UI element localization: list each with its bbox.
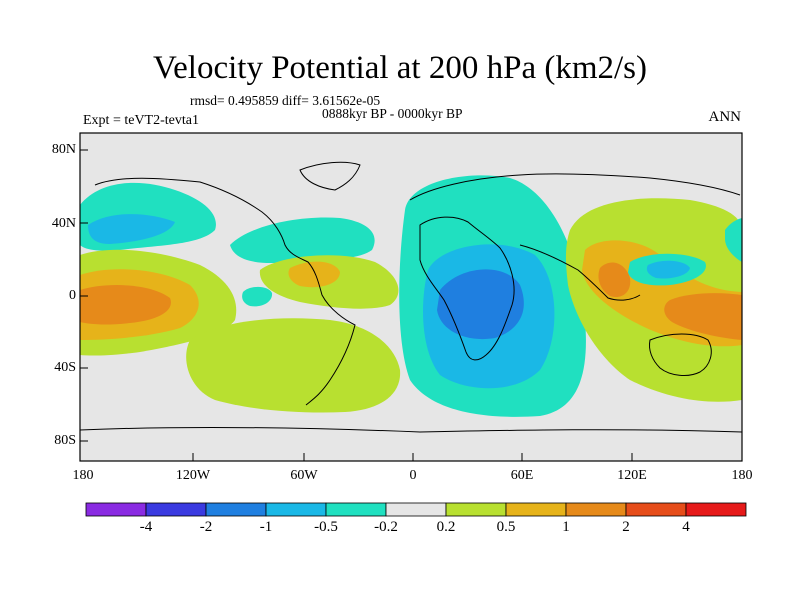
- colorbar-label: 0.2: [436, 519, 456, 535]
- contour-neg-africa-strong: [437, 269, 524, 340]
- colorbar-swatch: [265, 502, 327, 517]
- coastlines: [80, 161, 742, 433]
- colorbar-label: 0.5: [496, 519, 516, 535]
- plot-frame: [79, 132, 743, 462]
- contour-pos-maritime-strong: [598, 262, 631, 298]
- lat-label-40n: 40N: [51, 216, 76, 231]
- contour-neg-npacific-mid: [88, 214, 175, 244]
- contour-neg-natlantic-weak: [230, 217, 375, 264]
- lon-ticks: [192, 453, 633, 461]
- colorbar-swatch: [565, 502, 627, 517]
- colorbar-swatch: [625, 502, 687, 517]
- coast-south-asia: [519, 244, 641, 301]
- lon-label-120e: 120E: [617, 468, 647, 483]
- experiment-text: Expt = teVT2-tevta1: [83, 113, 199, 128]
- colorbar-swatch: [505, 502, 567, 517]
- lon-label-180w: 180: [72, 468, 94, 483]
- coast-americas: [94, 177, 356, 406]
- period-text: 0888kyr BP - 0000kyr BP: [322, 106, 463, 121]
- contour-field: [80, 133, 742, 461]
- colorbar-swatch: [85, 502, 147, 517]
- colorbar-label: 4: [682, 519, 690, 535]
- stats-text: rmsd= 0.495859 diff= 3.61562e-05: [190, 93, 381, 108]
- colorbar-swatch: [145, 502, 207, 517]
- contour-pos-pacific-strong: [80, 285, 171, 325]
- colorbar-label: 2: [622, 519, 630, 535]
- contour-pos-satlantic-mid: [288, 261, 340, 288]
- colorbar-swatch: [445, 502, 507, 517]
- lon-label-0: 0: [409, 468, 417, 483]
- colorbar-label: -2: [199, 519, 213, 535]
- colorbar-label: -4: [139, 519, 153, 535]
- colorbar-label: -1: [259, 519, 273, 535]
- contour-pos-wpacific-strong: [664, 293, 742, 340]
- colorbar-swatch: [325, 502, 387, 517]
- chart-title: Velocity Potential at 200 hPa (km2/s): [152, 50, 648, 86]
- lat-label-40s: 40S: [54, 360, 76, 375]
- coast-antarctica: [80, 426, 742, 433]
- colorbar-swatch: [205, 502, 267, 517]
- lon-label-60w: 60W: [290, 468, 318, 483]
- lat-label-80s: 80S: [54, 433, 76, 448]
- colorbar-label: -0.2: [374, 519, 398, 535]
- season-text: ANN: [708, 109, 742, 125]
- colorbar-label: -0.5: [314, 519, 338, 535]
- colorbar-swatch: [685, 502, 747, 517]
- coast-eurasia-north: [409, 173, 741, 201]
- coast-greenland: [299, 161, 361, 191]
- lat-label-0: 0: [69, 288, 76, 303]
- contour-neg-patch: [242, 286, 273, 307]
- lon-label-180e: 180: [731, 468, 753, 483]
- lat-ticks: [80, 149, 88, 442]
- colorbar-swatch: [385, 502, 447, 517]
- contour-neg-dateline: [725, 218, 742, 262]
- coast-australia: [649, 333, 712, 376]
- lon-label-120w: 120W: [175, 468, 211, 483]
- colorbar-label: 1: [562, 519, 570, 535]
- contour-pos-south-weak: [186, 318, 401, 413]
- colorbar: [85, 502, 747, 517]
- lat-label-80n: 80N: [51, 142, 76, 157]
- contour-neg-wpacific-mid: [646, 260, 690, 279]
- coast-africa: [419, 216, 515, 361]
- lon-label-60e: 60E: [510, 468, 534, 483]
